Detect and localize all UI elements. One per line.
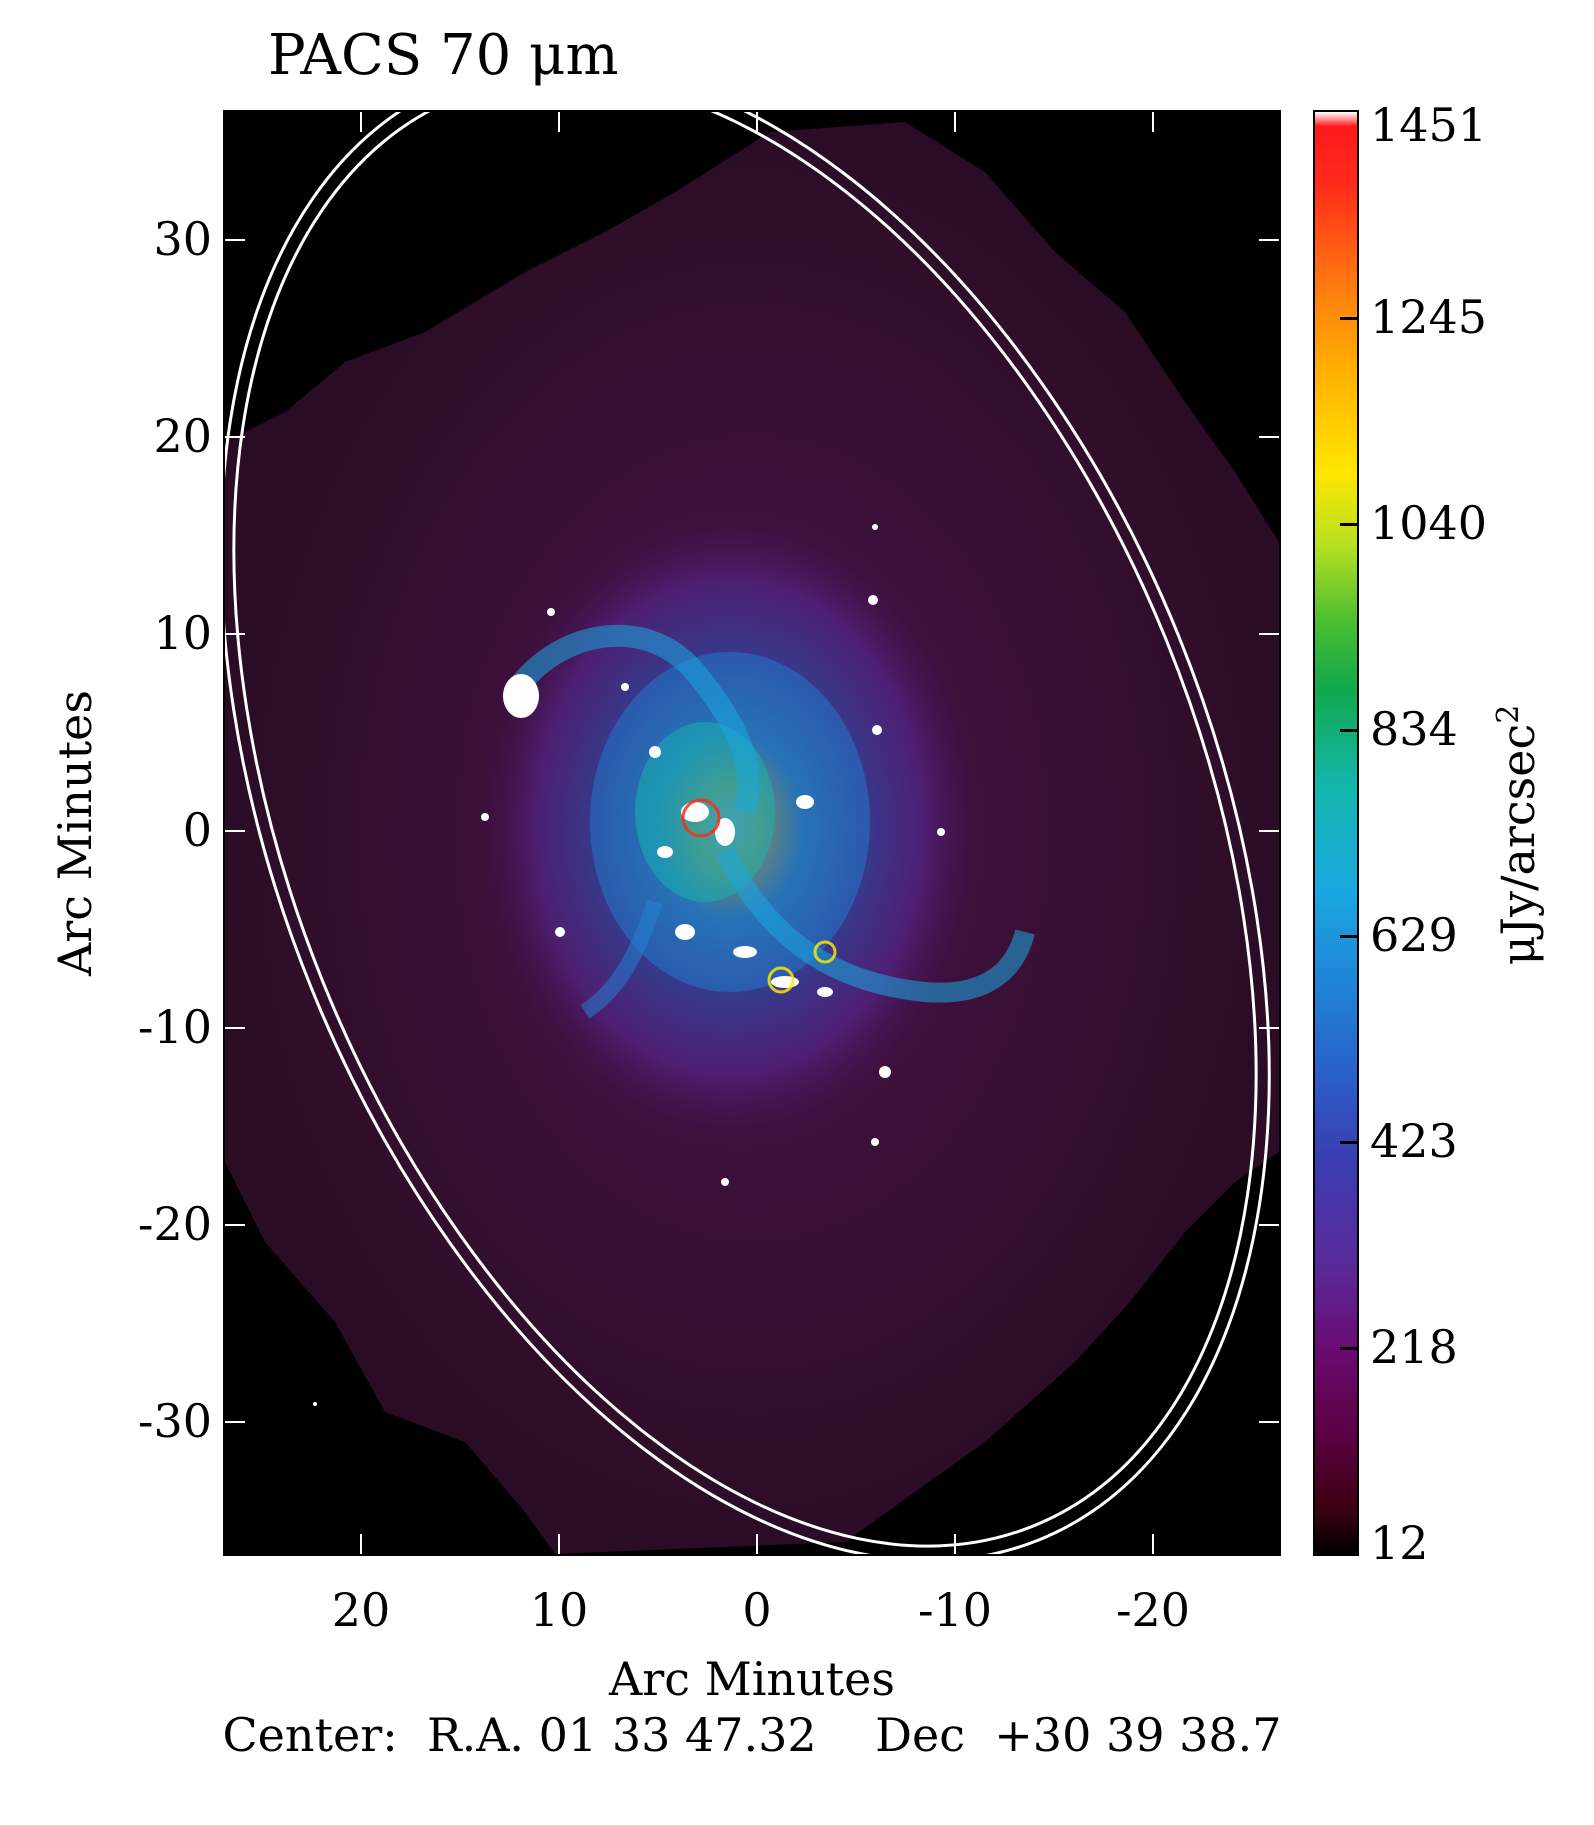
galaxy-image [225,112,1279,1554]
ytick-label: -20 [137,1197,212,1251]
tick-marks [225,112,1279,1554]
ytick-label: 10 [153,606,212,660]
y-axis-label: Arc Minutes [48,690,102,976]
spiral-arm-north [505,624,760,815]
xtick-label: -10 [917,1583,993,1637]
colorbar-label: 834 [1370,702,1458,756]
colorbar-label: 1245 [1370,290,1488,344]
colorbar-label: 12 [1370,1516,1429,1570]
colorbar-unit: μJy/arcsec2 [1491,705,1545,966]
colorbar [1313,110,1359,1556]
colorbar-tick [1340,729,1359,732]
plot-title: PACS 70 μm [268,23,619,88]
ytick-label: -10 [137,1000,212,1054]
xtick-label: 20 [331,1583,391,1637]
colorbar-unit-exponent: 2 [1490,704,1526,724]
x-axis-label: Arc Minutes [609,1652,895,1706]
xtick-label: 10 [529,1583,589,1637]
colorbar-tick [1340,1141,1359,1144]
colorbar-tick [1340,523,1359,526]
xtick-label: -20 [1115,1583,1191,1637]
colorbar-label: 1451 [1370,98,1488,152]
center-coordinates: Center: R.A. 01 33 47.32 Dec +30 39 38.7 [222,1708,1282,1762]
spiral-arm-south [716,847,1035,1003]
colorbar-label: 218 [1370,1320,1458,1374]
colorbar-tick [1340,317,1359,320]
colorbar-tick [1340,1347,1359,1350]
hii-regions [313,524,945,1406]
aperture-ellipses [225,112,1271,1554]
xtick-label: 0 [742,1583,772,1637]
ytick-label: 0 [182,803,212,857]
ytick-label: -30 [137,1394,212,1448]
colorbar-tick [1340,935,1359,938]
image-panel [223,110,1281,1556]
colorbar-label: 629 [1370,908,1458,962]
colorbar-label: 1040 [1370,496,1488,550]
colorbar-unit-main: μJy/arcsec [1491,723,1546,966]
colorbar-label: 423 [1370,1114,1458,1168]
ytick-label: 20 [153,409,212,463]
ytick-label: 30 [153,212,212,266]
